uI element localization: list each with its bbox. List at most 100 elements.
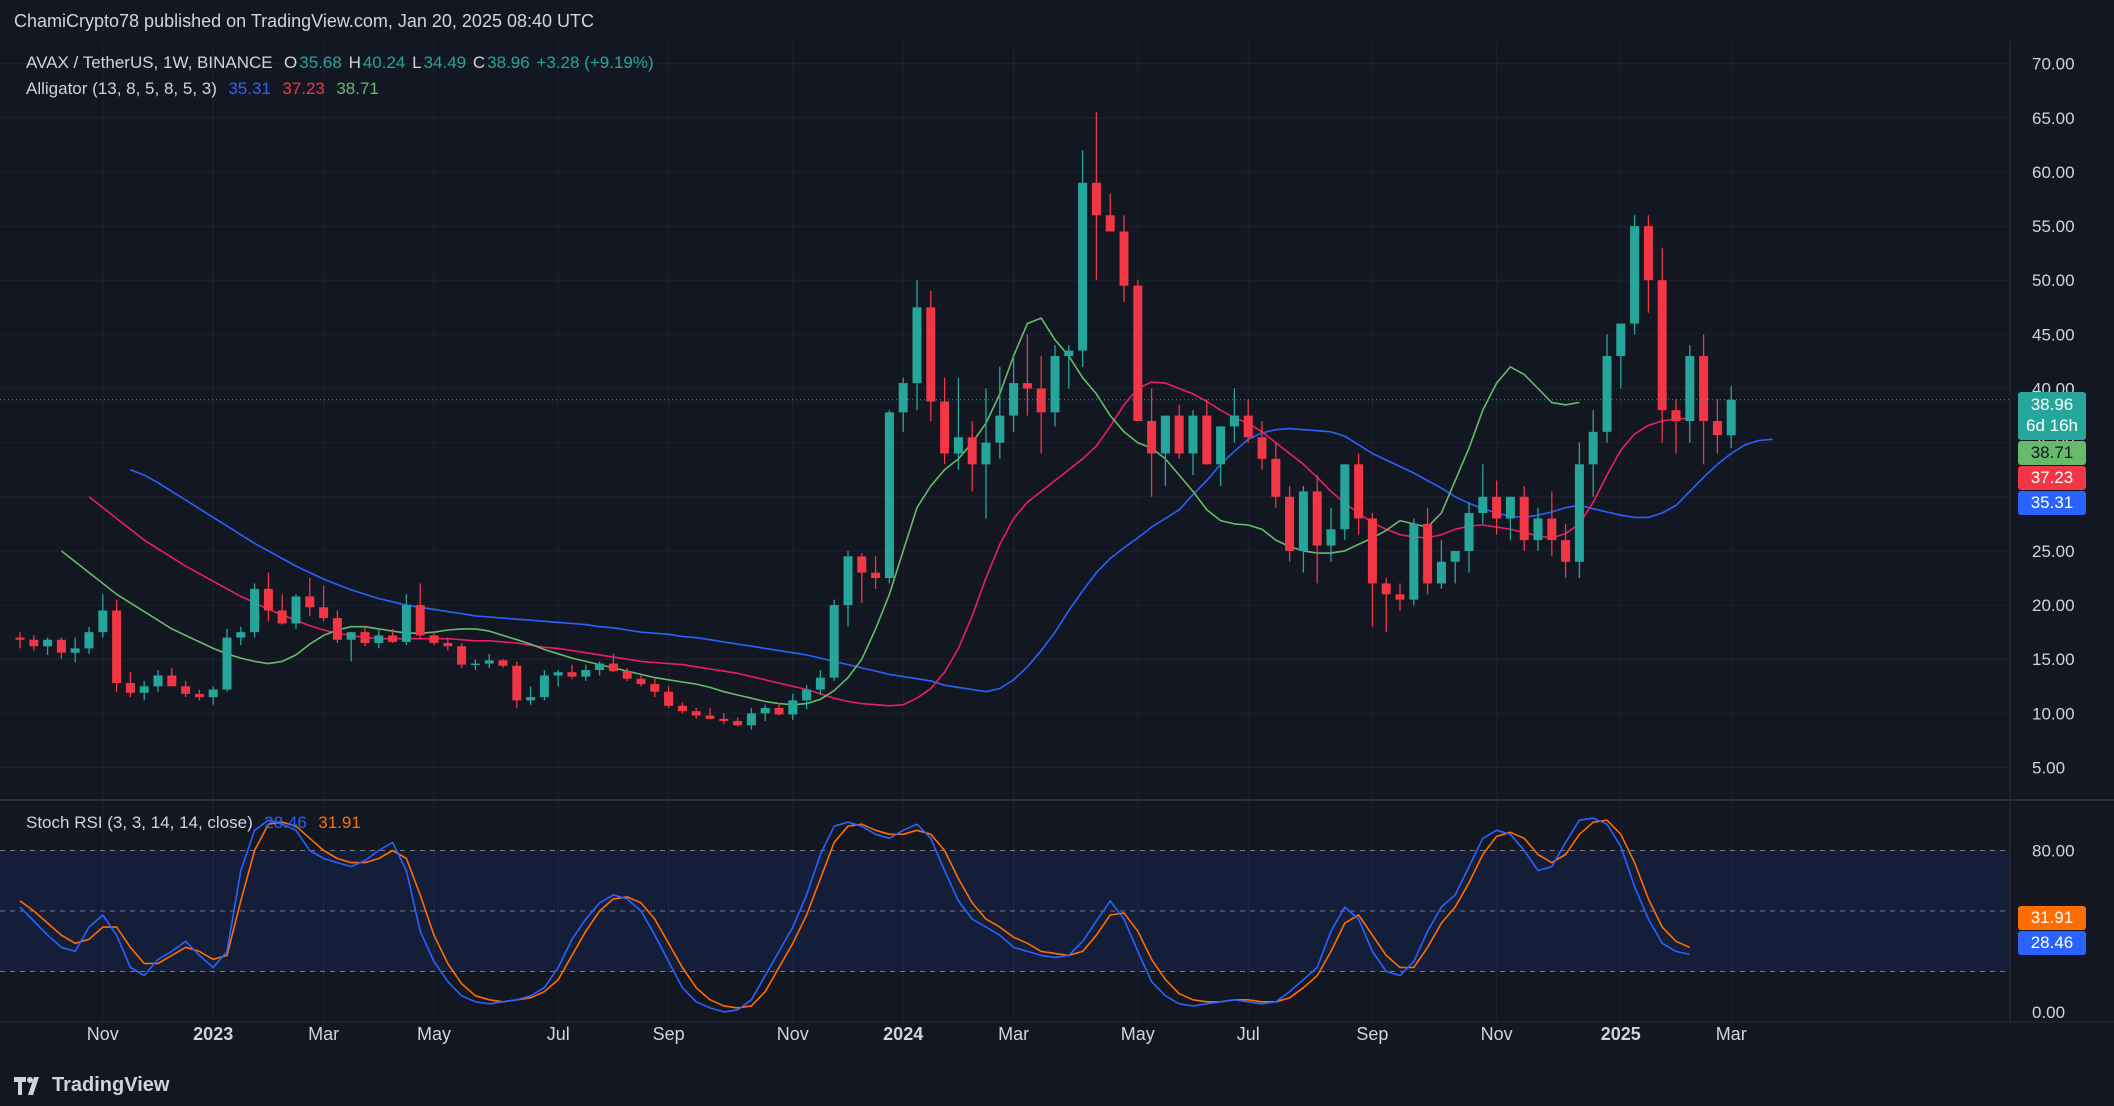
candle-75[interactable]	[1050, 345, 1060, 427]
candle-62[interactable]	[871, 556, 881, 589]
candle-77[interactable]	[1078, 150, 1088, 367]
candle-120[interactable]	[1671, 399, 1681, 454]
candle-99[interactable]	[1381, 578, 1391, 633]
candle-95[interactable]	[1326, 507, 1336, 562]
candle-63[interactable]	[884, 410, 894, 584]
candle-10[interactable]	[153, 670, 163, 692]
candle-107[interactable]	[1492, 480, 1502, 535]
candle-70[interactable]	[981, 388, 991, 519]
candle-32[interactable]	[457, 642, 467, 668]
candle-35[interactable]	[498, 659, 508, 668]
candle-50[interactable]	[705, 707, 715, 719]
candle-16[interactable]	[236, 626, 246, 646]
alligator-label[interactable]: Alligator (13, 8, 5, 8, 5, 3)	[26, 79, 217, 98]
candle-91[interactable]	[1271, 442, 1281, 508]
candle-84[interactable]	[1174, 404, 1184, 459]
candle-111[interactable]	[1547, 491, 1557, 557]
candle-3[interactable]	[56, 637, 66, 660]
candle-122[interactable]	[1699, 334, 1709, 465]
candle-54[interactable]	[760, 704, 770, 721]
candle-29[interactable]	[415, 583, 425, 640]
candle-121[interactable]	[1685, 345, 1695, 443]
candle-56[interactable]	[788, 693, 798, 720]
candle-6[interactable]	[98, 594, 108, 638]
candle-73[interactable]	[1022, 334, 1032, 416]
candle-74[interactable]	[1036, 356, 1046, 454]
candle-71[interactable]	[995, 366, 1005, 459]
candle-27[interactable]	[388, 628, 398, 643]
candle-26[interactable]	[374, 628, 384, 649]
candle-37[interactable]	[526, 686, 536, 705]
candle-69[interactable]	[967, 421, 977, 492]
candle-33[interactable]	[470, 659, 480, 671]
candle-17[interactable]	[250, 583, 260, 638]
candle-42[interactable]	[595, 661, 605, 676]
candle-106[interactable]	[1478, 464, 1488, 524]
candle-102[interactable]	[1423, 507, 1433, 595]
candle-30[interactable]	[429, 631, 439, 646]
candle-105[interactable]	[1464, 502, 1474, 573]
candle-64[interactable]	[898, 377, 908, 432]
candle-98[interactable]	[1367, 513, 1377, 627]
candle-23[interactable]	[332, 610, 342, 643]
candle-46[interactable]	[650, 678, 660, 698]
candle-87[interactable]	[1216, 426, 1226, 486]
candle-72[interactable]	[1009, 356, 1019, 432]
tradingview-logo[interactable]: TradingView	[14, 1074, 169, 1097]
candle-80[interactable]	[1119, 215, 1129, 302]
candle-20[interactable]	[291, 594, 301, 629]
candle-60[interactable]	[843, 550, 853, 627]
stoch-rsi-label[interactable]: Stoch RSI (3, 3, 14, 14, close)	[26, 813, 253, 832]
candle-86[interactable]	[1202, 399, 1212, 465]
candle-115[interactable]	[1602, 334, 1612, 443]
candle-85[interactable]	[1188, 410, 1198, 476]
candle-68[interactable]	[953, 377, 963, 470]
candle-48[interactable]	[677, 702, 687, 714]
candle-36[interactable]	[512, 661, 522, 708]
candle-34[interactable]	[484, 653, 494, 668]
candle-65[interactable]	[912, 280, 922, 411]
candle-93[interactable]	[1298, 485, 1308, 573]
candle-83[interactable]	[1160, 415, 1170, 486]
candle-66[interactable]	[926, 291, 936, 421]
candle-78[interactable]	[1091, 112, 1101, 281]
candle-112[interactable]	[1561, 523, 1571, 579]
candle-40[interactable]	[567, 664, 577, 679]
candle-76[interactable]	[1064, 345, 1074, 389]
candle-28[interactable]	[401, 594, 411, 646]
candle-119[interactable]	[1657, 247, 1667, 443]
chart-svg[interactable]: 70.0065.0060.0055.0050.0045.0040.0035.00…	[0, 0, 2114, 1066]
candle-7[interactable]	[112, 599, 122, 692]
candle-53[interactable]	[746, 707, 756, 730]
candle-39[interactable]	[553, 670, 563, 687]
candle-22[interactable]	[319, 585, 329, 622]
candle-110[interactable]	[1533, 507, 1543, 551]
candle-13[interactable]	[194, 689, 204, 701]
candle-97[interactable]	[1354, 453, 1364, 535]
candle-113[interactable]	[1574, 442, 1584, 579]
candle-82[interactable]	[1147, 388, 1157, 497]
candle-9[interactable]	[139, 680, 149, 701]
candle-96[interactable]	[1340, 464, 1350, 541]
candle-79[interactable]	[1105, 193, 1115, 232]
candle-109[interactable]	[1519, 485, 1529, 551]
candle-101[interactable]	[1409, 518, 1419, 606]
candle-118[interactable]	[1643, 215, 1653, 313]
candle-43[interactable]	[608, 653, 618, 673]
candle-25[interactable]	[360, 626, 370, 647]
candle-104[interactable]	[1450, 550, 1460, 584]
candle-100[interactable]	[1395, 583, 1405, 611]
candle-4[interactable]	[70, 637, 80, 663]
candle-45[interactable]	[636, 675, 646, 687]
candle-59[interactable]	[829, 599, 839, 681]
candle-12[interactable]	[181, 680, 191, 698]
candle-88[interactable]	[1229, 388, 1239, 443]
candle-117[interactable]	[1630, 215, 1640, 335]
candle-44[interactable]	[622, 667, 632, 681]
candle-58[interactable]	[815, 670, 825, 695]
candle-94[interactable]	[1312, 475, 1322, 584]
candle-41[interactable]	[581, 664, 591, 681]
candle-90[interactable]	[1257, 421, 1267, 470]
candle-15[interactable]	[222, 628, 232, 692]
candle-0[interactable]	[15, 632, 25, 649]
